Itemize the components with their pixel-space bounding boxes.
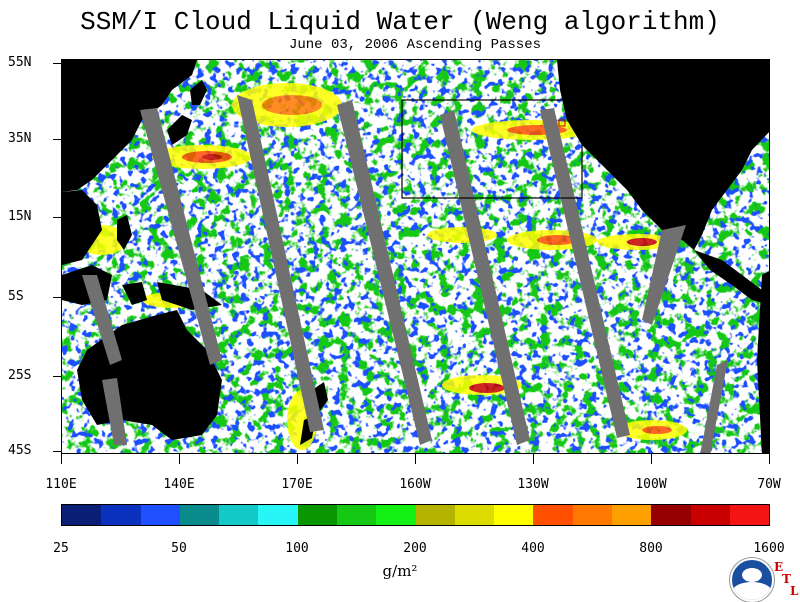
colorbar-swatch-12 xyxy=(533,505,573,525)
y-tick xyxy=(53,451,61,452)
colorbar-swatch-14 xyxy=(611,505,652,525)
colorbar-label-50: 50 xyxy=(171,541,187,556)
x-label-170e: 170E xyxy=(281,477,313,492)
orbit-gaps xyxy=(82,95,728,453)
colorbar-swatch-9 xyxy=(415,505,455,525)
x-label-70w: 70W xyxy=(757,477,781,492)
y-tick xyxy=(53,139,61,140)
map-panel xyxy=(61,59,770,454)
colorbar-swatch-11 xyxy=(494,505,534,525)
y-tick xyxy=(53,63,61,64)
etl-letter-e: E xyxy=(774,560,784,574)
y-label-25s: 25S xyxy=(8,368,32,383)
x-tick xyxy=(297,454,298,464)
x-tick xyxy=(651,454,652,464)
map-canvas xyxy=(62,60,769,453)
colorbar-swatch-8 xyxy=(376,505,416,525)
x-label-140e: 140E xyxy=(163,477,195,492)
colorbar-swatch-1 xyxy=(101,505,141,525)
colorbar-swatch-5 xyxy=(258,505,298,525)
colorbar-label-200: 200 xyxy=(403,541,427,556)
colorbar-swatch-0 xyxy=(62,505,102,525)
colorbar-swatch-3 xyxy=(179,505,220,525)
y-label-15n: 15N xyxy=(8,209,32,224)
colorbar-units: g/m² xyxy=(382,562,418,580)
colorbar-swatch-17 xyxy=(729,505,770,525)
colorbar-swatch-4 xyxy=(219,505,259,525)
colorbar xyxy=(61,504,770,526)
etl-letter-t: T xyxy=(782,572,791,586)
colorbar-swatch-2 xyxy=(140,505,180,525)
y-tick xyxy=(53,297,61,298)
colorbar-swatch-16 xyxy=(690,505,730,525)
colorbar-swatch-15 xyxy=(651,505,691,525)
y-label-5s: 5S xyxy=(8,289,24,304)
x-tick xyxy=(61,454,62,464)
x-label-110e: 110E xyxy=(45,477,77,492)
noaa-logo-icon xyxy=(730,558,774,602)
x-label-160w: 160W xyxy=(399,477,431,492)
colorbar-label-1600: 1600 xyxy=(753,541,785,556)
x-label-100w: 100W xyxy=(635,477,667,492)
colorbar-label-400: 400 xyxy=(521,541,545,556)
etl-letter-l: L xyxy=(790,584,799,598)
colorbar-swatch-13 xyxy=(572,505,612,525)
y-tick xyxy=(53,217,61,218)
region-marker xyxy=(558,119,566,127)
x-tick xyxy=(769,454,770,464)
colorbar-swatch-10 xyxy=(454,505,495,525)
x-tick xyxy=(179,454,180,464)
y-tick xyxy=(53,376,61,377)
chart-subtitle: June 03, 2006 Ascending Passes xyxy=(288,37,542,53)
x-tick xyxy=(533,454,534,464)
colorbar-label-800: 800 xyxy=(639,541,663,556)
y-label-45s: 45S xyxy=(8,443,32,458)
y-label-55n: 55N xyxy=(8,55,32,70)
x-label-130w: 130W xyxy=(517,477,549,492)
colorbar-swatch-6 xyxy=(297,505,337,525)
region-box xyxy=(401,99,583,199)
colorbar-label-25: 25 xyxy=(53,541,69,556)
colorbar-swatch-7 xyxy=(336,505,377,525)
x-tick xyxy=(415,454,416,464)
y-label-35n: 35N xyxy=(8,131,32,146)
chart-title: SSM/I Cloud Liquid Water (Weng algorithm… xyxy=(80,7,720,37)
colorbar-label-100: 100 xyxy=(285,541,309,556)
